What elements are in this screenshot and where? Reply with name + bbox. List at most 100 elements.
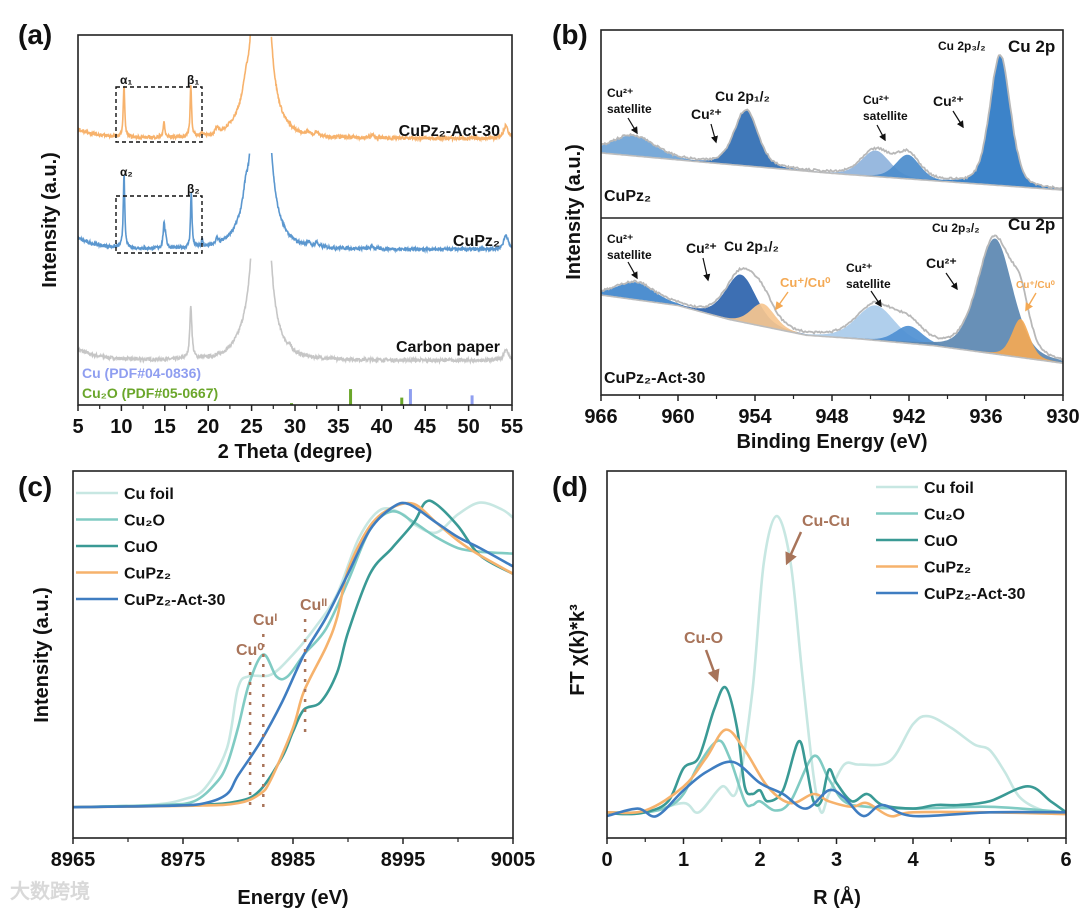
- panel-label-c: (c): [18, 471, 52, 502]
- series-line: [607, 685, 1066, 816]
- series-line: [607, 514, 1066, 815]
- x-axis-title: Energy (eV): [237, 887, 348, 909]
- x-tick-label: 50: [457, 416, 479, 438]
- fit-component: [830, 238, 1063, 364]
- fit-component: [649, 301, 875, 341]
- x-tick-label: 930: [1046, 406, 1079, 428]
- arrow: [870, 290, 882, 308]
- raw-spectrum-line: [600, 234, 1064, 362]
- peak-label-2p12: Cu 2p₁/₂: [724, 238, 779, 254]
- legend-label: CuO: [124, 539, 158, 556]
- sat-label: satellite: [607, 248, 652, 262]
- watermark: 大数跨境: [10, 879, 90, 903]
- region-label: Cu 2p: [1008, 215, 1055, 234]
- legend-label: Cu₂O: [924, 507, 965, 524]
- exafs-panel: Cu foil Cu₂O CuO CuPz₂ CuPz₂-Act-30 Cu-Cu Cu…: [567, 470, 1072, 909]
- x-tick-label: 942: [892, 406, 925, 428]
- x-tick-label: 3: [831, 849, 842, 871]
- x-tick-label: 15: [154, 416, 176, 438]
- legend-label: CuO: [924, 533, 958, 550]
- panel-label-d: (d): [552, 471, 588, 502]
- x-axis-title: Binding Energy (eV): [736, 431, 927, 453]
- series-label-carbon-paper: Carbon paper: [396, 339, 500, 356]
- series-label-act30: CuPz₂-Act-30: [399, 123, 500, 140]
- x-tick-label: 954: [738, 406, 772, 428]
- fit-component: [742, 150, 1008, 187]
- fit-component: [601, 282, 814, 336]
- marker-beta2: β₂: [187, 182, 200, 196]
- cu1-cu0-label: Cu⁺/Cu⁰: [780, 275, 831, 290]
- x-tick-label: 960: [661, 406, 694, 428]
- cu1-cu0-label: Cu⁺/Cu⁰: [1016, 280, 1055, 291]
- x-axis-title: R (Å): [813, 885, 861, 909]
- fit-component: [938, 319, 1063, 364]
- subpanel-label-cupz2: CuPz₂: [604, 188, 651, 205]
- x-tick-label: 40: [371, 416, 393, 438]
- y-axis-title: Intensity (a.u.): [563, 144, 585, 280]
- legend-label: CuPz₂: [124, 566, 171, 583]
- series-line: [73, 501, 513, 809]
- sat-ion-label: Cu²⁺: [863, 93, 889, 107]
- x-tick-label: 948: [815, 406, 848, 428]
- xrd-pattern-line: [78, 258, 512, 365]
- x-tick-label: 8985: [271, 849, 316, 871]
- marker-alpha1: α₁: [120, 73, 132, 87]
- x-tick-label: 966: [584, 406, 617, 428]
- xrd-pattern-line: [78, 35, 512, 143]
- y-axis-title: Intensity (a.u.): [39, 152, 61, 288]
- exafs-curves: [607, 514, 1066, 818]
- annotation-cu-cu: Cu-Cu: [802, 513, 850, 530]
- xrd-curves: [78, 35, 512, 405]
- fit-component: [696, 305, 1054, 362]
- arrow: [1025, 292, 1037, 312]
- arrow: [775, 291, 789, 311]
- x-tick-label: 1: [678, 849, 689, 871]
- legend: Cu foil Cu₂O CuO CuPz₂ CuPz₂-Act-30: [876, 480, 1025, 603]
- legend: Cu foil Cu₂O CuO CuPz₂ CuPz₂-Act-30: [76, 486, 225, 609]
- sat-label: satellite: [863, 109, 908, 123]
- cu2-label: Cu²⁺: [933, 93, 964, 109]
- x-tick-label: 8965: [51, 849, 96, 871]
- x-tick-label: 35: [327, 416, 349, 438]
- x-tick-label: 2: [754, 849, 765, 871]
- x-tick-label: 55: [501, 416, 523, 438]
- x-tick-label: 5: [984, 849, 995, 871]
- arrow: [952, 110, 964, 129]
- sat-label: satellite: [846, 277, 891, 291]
- sat-ion-label: Cu²⁺: [607, 232, 633, 246]
- x-tick-label: 8975: [161, 849, 206, 871]
- xps-panel: Cu 2p Cu 2p₃/₂ Cu²⁺ satellite Cu 2p₁/₂ C…: [563, 29, 1080, 453]
- highlight-box-cupz2: [115, 195, 203, 254]
- x-tick-label: 45: [414, 416, 436, 438]
- xrd-pattern-line: [78, 152, 512, 254]
- series-line: [73, 499, 513, 809]
- x-tick-label: 0: [601, 849, 612, 871]
- fit-component: [794, 154, 1020, 187]
- arrow: [702, 257, 711, 282]
- x-tick-label: 936: [969, 406, 1002, 428]
- legend-label: Cu foil: [124, 486, 174, 503]
- legend-label: Cu foil: [924, 480, 974, 497]
- panel-label-a: (a): [18, 19, 52, 50]
- x-tick-label: 6: [1060, 849, 1071, 871]
- y-axis-title: Intensity (a.u.): [31, 587, 53, 723]
- edge-label-cu2: Cuᴵᴵ: [300, 597, 327, 614]
- background-line: [600, 294, 1064, 365]
- edge-label-cu1: Cuᴵ: [253, 612, 277, 629]
- marker-alpha2: α₂: [120, 165, 133, 179]
- background-line: [600, 152, 1064, 191]
- sat-ion-label: Cu²⁺: [846, 261, 872, 275]
- x-axis-title: 2 Theta (degree): [218, 441, 372, 463]
- x-tick-label: 30: [284, 416, 306, 438]
- cu2-label: Cu²⁺: [926, 255, 957, 271]
- edge-label-cu0: Cu⁰: [236, 642, 264, 659]
- fit-component: [601, 135, 838, 174]
- series-line: [607, 739, 1066, 814]
- cu2-label: Cu²⁺: [686, 240, 717, 256]
- peak-label-2p12: Cu 2p₁/₂: [715, 88, 770, 104]
- series-line: [73, 501, 513, 809]
- fit-component: [902, 55, 1063, 191]
- reference-label-cu2o: Cu₂O (PDF#05-0667): [82, 385, 218, 401]
- legend-label: CuPz₂: [924, 560, 971, 577]
